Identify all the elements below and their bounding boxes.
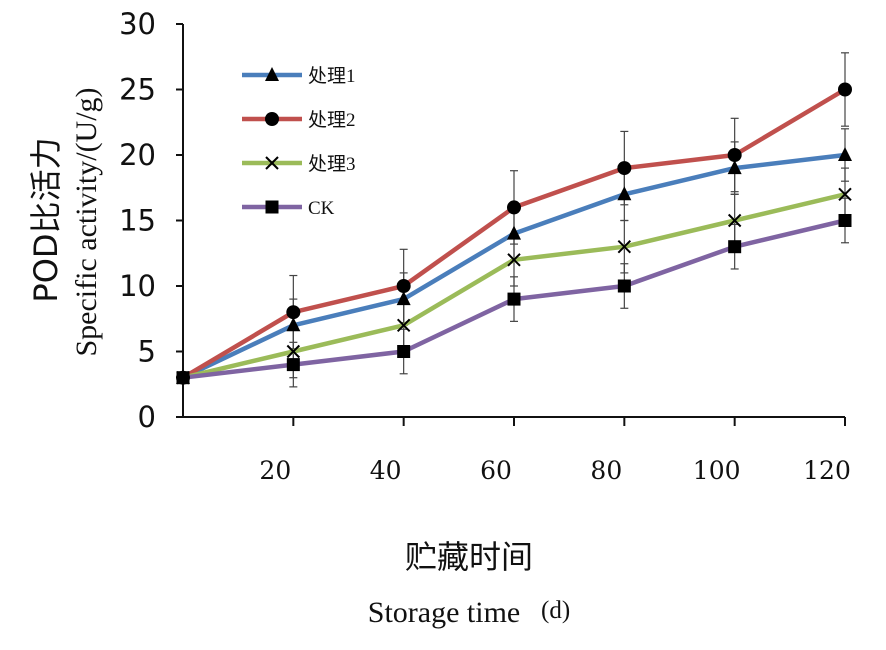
data-point-marker xyxy=(838,82,852,97)
data-point-marker xyxy=(286,305,301,320)
data-point-marker xyxy=(286,344,301,359)
y-tick-label: 10 xyxy=(119,269,156,303)
y-axis-title-cn: POD比活力 xyxy=(27,137,65,302)
legend-item: 处理1 xyxy=(242,65,356,87)
data-point-marker xyxy=(507,225,521,240)
x-axis-title-cn: 贮藏时间 xyxy=(405,538,533,576)
marker-stroke xyxy=(727,213,742,228)
y-tick-label: 25 xyxy=(119,73,156,107)
axes: 0 5 10 15 20 25 30 20 40 60 80 100 120 xyxy=(119,7,851,485)
y-axis-title-en: Specific activity/(U/g) xyxy=(70,87,103,356)
marker-stroke xyxy=(396,318,411,333)
data-point-marker xyxy=(617,239,632,254)
data-point-marker xyxy=(507,200,521,215)
data-point-marker xyxy=(727,160,742,175)
data-point-marker xyxy=(507,253,521,267)
data-point-marker xyxy=(396,291,411,306)
marker-stroke xyxy=(265,156,279,170)
x-tick-label: 80 xyxy=(590,456,622,485)
legend-label: CK xyxy=(308,198,335,219)
data-point-marker xyxy=(617,186,632,201)
x-tick-label: 120 xyxy=(803,456,851,485)
legend-label: 处理1 xyxy=(308,65,356,87)
legend-label: 处理3 xyxy=(308,153,356,175)
legend-swatch-marker xyxy=(265,112,279,126)
series-markers xyxy=(176,82,852,385)
data-point-marker xyxy=(838,187,852,202)
y-tick-label: 5 xyxy=(138,335,156,369)
x-axis-title-en: Storage time xyxy=(368,596,520,629)
x-tick-label: 40 xyxy=(370,456,402,485)
marker-stroke xyxy=(286,344,301,359)
x-tick-label: 100 xyxy=(693,456,741,485)
x-tick-label: 60 xyxy=(480,456,512,485)
y-tick-label: 15 xyxy=(119,204,156,238)
marker-stroke xyxy=(838,187,852,202)
data-point-marker xyxy=(838,214,852,227)
legend-swatch-marker xyxy=(265,67,279,81)
marker-stroke xyxy=(507,253,521,267)
legend-item: 处理3 xyxy=(242,153,356,175)
legend: 处理1 处理2 处理3 CK xyxy=(242,65,356,219)
y-tick-label: 20 xyxy=(119,138,156,172)
data-point-marker xyxy=(396,279,411,293)
x-tick-label: 20 xyxy=(259,456,291,485)
x-axis-title-unit: (d) xyxy=(541,597,570,624)
y-tick-label: 0 xyxy=(138,400,156,434)
y-tick-label: 30 xyxy=(119,7,156,41)
data-point-marker xyxy=(286,358,300,372)
data-point-marker xyxy=(176,371,190,385)
marker-stroke xyxy=(617,239,632,254)
data-point-marker xyxy=(396,318,411,333)
legend-item: 处理2 xyxy=(242,109,356,131)
legend-swatch-marker xyxy=(265,200,279,214)
data-point-marker xyxy=(838,147,852,161)
legend-label: 处理2 xyxy=(308,109,356,131)
data-point-marker xyxy=(728,240,742,254)
data-point-marker xyxy=(397,345,411,358)
data-point-marker xyxy=(507,292,521,306)
data-point-marker xyxy=(617,161,632,176)
data-point-marker xyxy=(727,148,742,162)
error-bars xyxy=(289,52,849,388)
legend-swatch-marker xyxy=(265,156,279,170)
data-point-marker xyxy=(617,279,631,293)
data-point-marker xyxy=(727,213,742,228)
legend-item: CK xyxy=(242,198,335,219)
data-point-marker xyxy=(286,317,301,332)
